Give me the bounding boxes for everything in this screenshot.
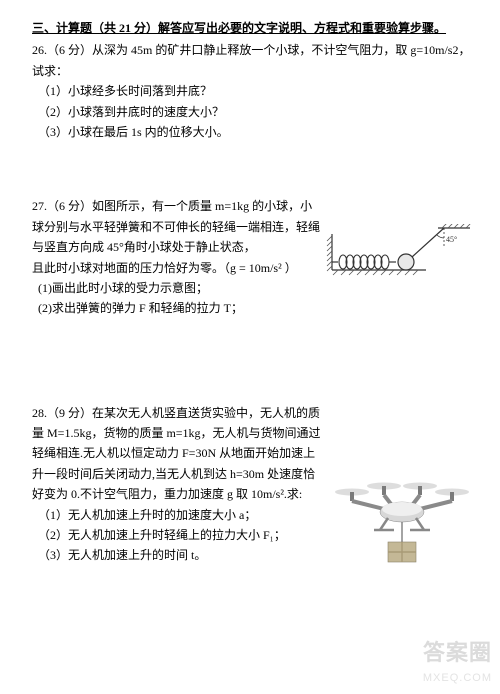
- q27-s1: (1)画出此时小球的受力示意图；: [32, 278, 472, 298]
- q26-s3: （3）小球在最后 1s 内的位移大小。: [32, 122, 472, 142]
- watermark-main: 答案圈: [423, 634, 492, 671]
- q26-stem: 26.（6 分）从深为 45m 的矿井口静止释放一个小球，不计空气阻力，取 g=…: [32, 40, 472, 81]
- watermark-sub: MXEQ.COM: [423, 669, 492, 688]
- watermark: 答案圈 MXEQ.COM: [423, 634, 492, 688]
- q26-s2: （2）小球落到井底时的速度大小？: [32, 102, 472, 122]
- drone-diagram: [332, 472, 472, 572]
- q27-s2: (2)求出弹簧的弹力 F 和轻绳的拉力 T；: [32, 298, 472, 318]
- q26-s1: （1）小球经多长时间落到井底？: [32, 81, 472, 101]
- spring-rope-diagram: 45°: [326, 224, 472, 276]
- section-title: 三、计算题（共 21 分）解答应写出必要的文字说明、方程式和重要验算步骤。: [32, 18, 472, 38]
- angle-label: 45°: [446, 235, 457, 244]
